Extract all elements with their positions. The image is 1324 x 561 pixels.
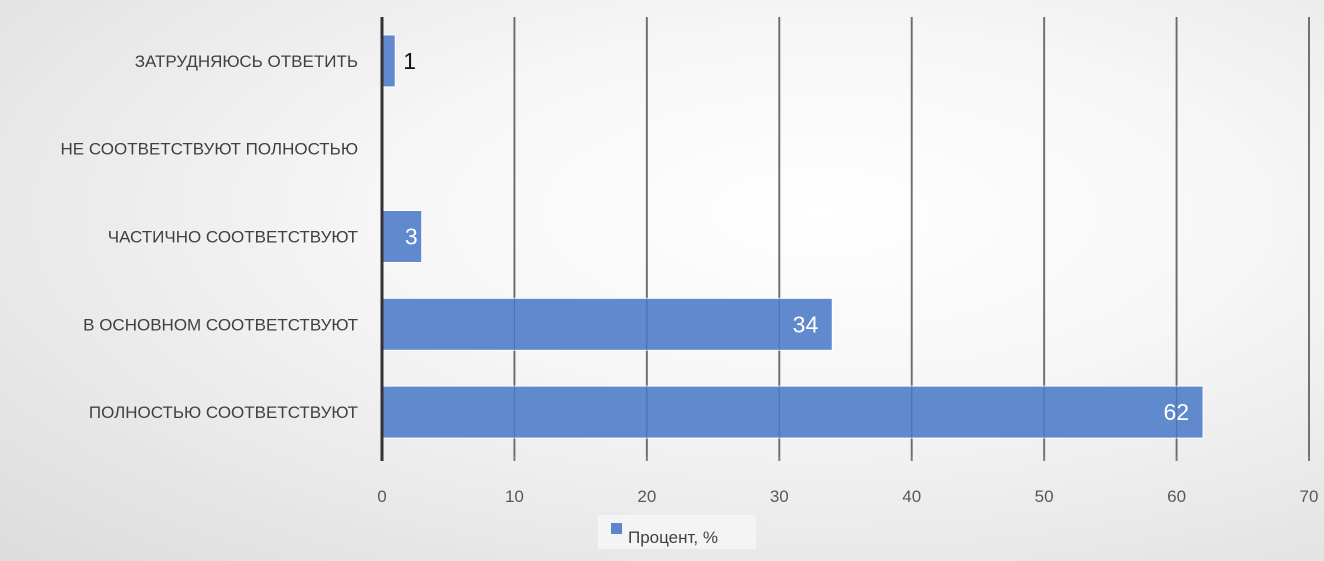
x-tick-label-70: 70: [1300, 487, 1319, 506]
x-tick-label-40: 40: [902, 487, 921, 506]
category-label-0: ЗАТРУДНЯЮСЬ ОТВЕТИТЬ: [135, 52, 358, 71]
bar-0: [381, 34, 396, 88]
x-tick-label-0: 0: [377, 487, 386, 506]
x-tick-label-20: 20: [637, 487, 656, 506]
x-tick-label-50: 50: [1035, 487, 1054, 506]
data-label-3: 34: [793, 311, 819, 337]
category-label-1: НЕ СООТВЕТСТВУЮТ ПОЛНОСТЬЮ: [61, 140, 358, 159]
legend-label: Процент, %: [628, 528, 718, 547]
category-label-4: ПОЛНОСТЬЮ СООТВЕТСТВУЮТ: [89, 403, 358, 422]
x-tick-label-30: 30: [770, 487, 789, 506]
category-label-3: В ОСНОВНОМ СООТВЕТСТВУЮТ: [83, 315, 358, 334]
bar-4: [381, 385, 1204, 439]
data-label-2: 3: [405, 224, 418, 250]
data-label-0: 1: [403, 48, 416, 74]
data-label-4: 62: [1163, 399, 1189, 425]
bar-3: [381, 297, 833, 351]
legend-box: [598, 515, 756, 549]
legend-swatch: [611, 523, 622, 534]
x-tick-label-60: 60: [1167, 487, 1186, 506]
x-tick-label-10: 10: [505, 487, 524, 506]
category-label-2: ЧАСТИЧНО СООТВЕТСТВУЮТ: [108, 228, 358, 247]
